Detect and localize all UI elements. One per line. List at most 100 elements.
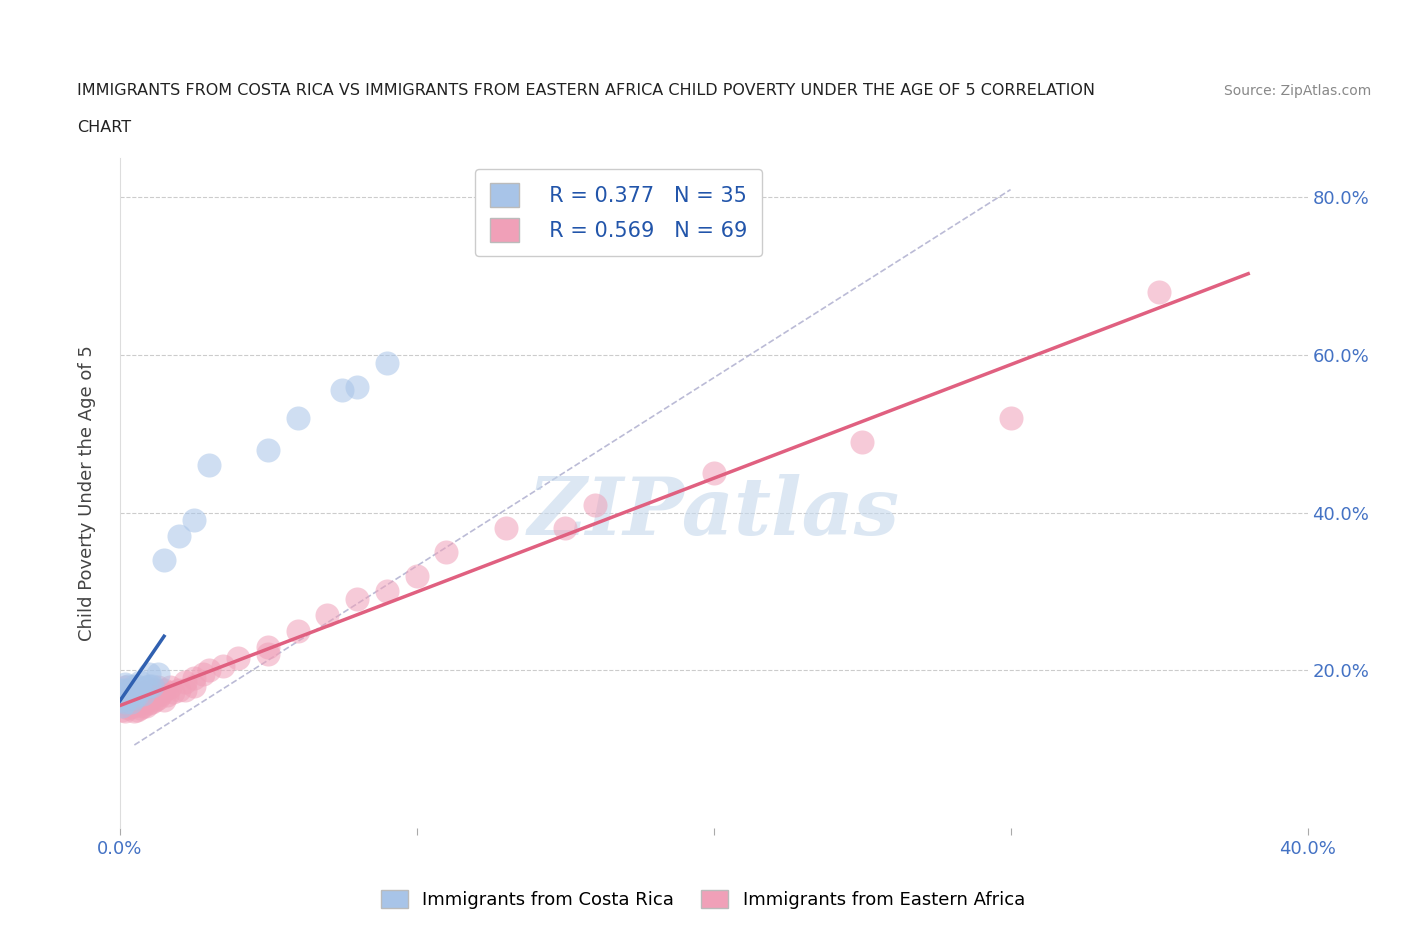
Point [117, 690, 139, 705]
Point [132, 684, 155, 699]
Point [212, 658, 235, 673]
Point [114, 677, 136, 692]
Point [156, 688, 179, 703]
Point [129, 700, 152, 715]
Text: ZIPatlas: ZIPatlas [527, 474, 900, 551]
Point [129, 686, 152, 701]
Point [120, 694, 142, 709]
Point [114, 680, 136, 695]
Point [120, 693, 142, 708]
Point [135, 690, 157, 705]
Point [117, 688, 139, 703]
Point [197, 663, 219, 678]
Point [124, 684, 146, 699]
Point [138, 696, 160, 711]
Point [135, 680, 157, 695]
Point [257, 442, 280, 457]
Point [375, 355, 398, 370]
Point [434, 545, 457, 560]
Point [120, 683, 142, 698]
Point [129, 683, 152, 698]
Point [330, 383, 353, 398]
Point [124, 698, 146, 713]
Point [141, 694, 163, 709]
Point [138, 683, 160, 698]
Point [138, 690, 160, 705]
Point [153, 693, 176, 708]
Point [114, 694, 136, 709]
Point [197, 458, 219, 472]
Point [132, 686, 155, 701]
Point [117, 684, 139, 699]
Legend:   R = 0.377   N = 35,   R = 0.569   N = 69: R = 0.377 N = 35, R = 0.569 N = 69 [475, 168, 762, 257]
Point [287, 411, 309, 426]
Y-axis label: Child Poverty Under the Age of 5: Child Poverty Under the Age of 5 [77, 345, 96, 641]
Point [1147, 285, 1170, 299]
Point [129, 694, 152, 709]
Point [702, 466, 725, 481]
Point [114, 688, 136, 703]
Point [117, 700, 139, 715]
Point [124, 679, 146, 694]
Point [127, 688, 149, 703]
Point [141, 684, 163, 699]
Point [111, 693, 134, 708]
Point [129, 674, 152, 689]
Point [120, 686, 142, 701]
Point [141, 679, 163, 694]
Point [183, 679, 205, 694]
Point [111, 686, 134, 701]
Point [117, 679, 139, 694]
Point [495, 521, 517, 536]
Point [257, 647, 280, 662]
Point [851, 434, 873, 449]
Point [117, 694, 139, 709]
Text: Source: ZipAtlas.com: Source: ZipAtlas.com [1223, 84, 1371, 98]
Point [132, 693, 155, 708]
Point [287, 623, 309, 638]
Point [124, 692, 146, 707]
Point [127, 688, 149, 703]
Point [132, 698, 155, 713]
Point [114, 686, 136, 701]
Point [153, 552, 176, 567]
Point [375, 584, 398, 599]
Point [146, 690, 169, 705]
Point [114, 693, 136, 708]
Point [143, 693, 166, 708]
Point [111, 698, 134, 713]
Point [146, 667, 169, 682]
Point [124, 690, 146, 705]
Point [173, 683, 195, 698]
Point [127, 702, 149, 717]
Point [583, 498, 606, 512]
Legend: Immigrants from Costa Rica, Immigrants from Eastern Africa: Immigrants from Costa Rica, Immigrants f… [374, 883, 1032, 916]
Text: CHART: CHART [77, 120, 131, 135]
Point [124, 704, 146, 719]
Point [114, 704, 136, 719]
Point [554, 521, 576, 536]
Point [111, 696, 134, 711]
Point [153, 683, 176, 698]
Point [150, 686, 173, 701]
Point [167, 529, 190, 544]
Point [146, 680, 169, 695]
Point [257, 639, 280, 654]
Point [111, 683, 134, 698]
Point [346, 379, 368, 394]
Point [135, 698, 157, 713]
Point [162, 684, 184, 699]
Point [143, 683, 166, 698]
Point [183, 513, 205, 528]
Point [111, 690, 134, 705]
Point [191, 667, 214, 682]
Point [159, 680, 181, 695]
Point [114, 698, 136, 713]
Point [346, 591, 368, 606]
Point [127, 696, 149, 711]
Point [228, 651, 250, 666]
Point [316, 607, 339, 622]
Text: IMMIGRANTS FROM COSTA RICA VS IMMIGRANTS FROM EASTERN AFRICA CHILD POVERTY UNDER: IMMIGRANTS FROM COSTA RICA VS IMMIGRANTS… [77, 83, 1095, 98]
Point [138, 667, 160, 682]
Point [167, 683, 190, 698]
